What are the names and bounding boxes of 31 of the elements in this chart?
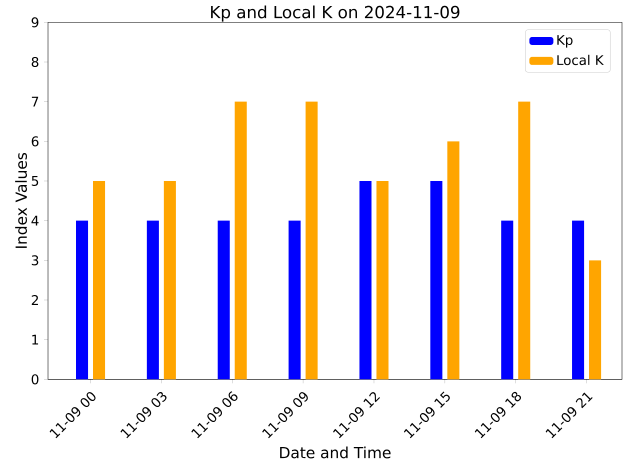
y-tick-label: 1 (32, 334, 38, 345)
bar (430, 181, 442, 380)
chart-title: Kp and Local K on 2024-11-09 (211, 5, 460, 22)
bar (572, 220, 584, 380)
bar (218, 220, 230, 380)
y-tick-label: 6 (32, 136, 38, 146)
bar (146, 220, 159, 380)
bar (76, 220, 88, 380)
bar (359, 181, 372, 380)
y-tick-label: 4 (31, 216, 39, 226)
x-axis-title: Date and Time (280, 446, 391, 458)
bar (306, 102, 318, 380)
bar (589, 260, 602, 380)
y-tick-label: 3 (32, 255, 38, 266)
bar (447, 141, 460, 380)
legend-label: Local K (557, 54, 604, 66)
bar (234, 102, 247, 380)
bar (376, 181, 389, 380)
legend-label: Kp (557, 35, 573, 48)
bar (288, 220, 301, 380)
bar (501, 220, 514, 380)
bar (164, 181, 176, 380)
bar (518, 102, 530, 380)
y-tick-label: 5 (32, 176, 38, 186)
y-tick-label: 7 (32, 96, 38, 107)
y-tick-label: 9 (32, 17, 38, 28)
bar (93, 181, 106, 380)
y-tick-label: 8 (32, 56, 38, 68)
y-axis-title: Index Values (15, 152, 27, 248)
y-tick-label: 2 (32, 295, 38, 305)
y-tick-label: 0 (32, 374, 38, 384)
